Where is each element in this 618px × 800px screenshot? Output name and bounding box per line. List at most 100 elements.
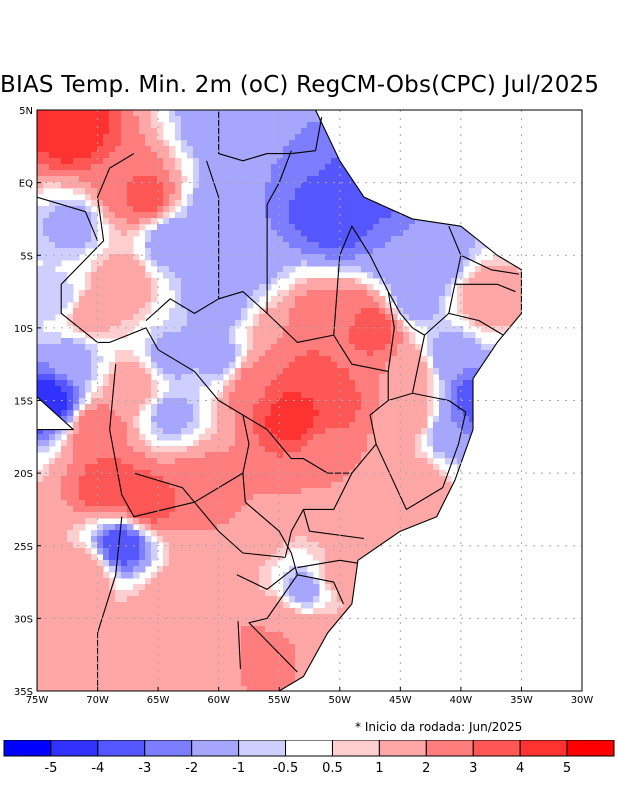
field-cell [85, 320, 92, 327]
field-cell [301, 254, 308, 261]
field-cell [79, 122, 86, 129]
field-cell [103, 398, 110, 405]
field-cell [271, 350, 278, 357]
field-cell [169, 368, 176, 375]
field-cell [307, 230, 314, 237]
field-cell [397, 302, 404, 309]
field-cell [427, 194, 434, 201]
field-cell [373, 224, 380, 231]
field-cell [355, 110, 362, 117]
field-cell [433, 440, 440, 447]
field-cell [367, 368, 374, 375]
field-cell [253, 470, 260, 477]
field-cell [355, 140, 362, 147]
field-cell [379, 206, 386, 213]
field-cell [271, 242, 278, 249]
field-cell [199, 308, 206, 315]
field-cell [421, 284, 428, 291]
field-cell [343, 350, 350, 357]
field-cell [145, 206, 152, 213]
field-cell [511, 290, 518, 297]
field-cell [325, 398, 332, 405]
field-cell [109, 476, 116, 483]
field-cell [523, 440, 530, 447]
field-cell [409, 356, 416, 363]
field-cell [241, 398, 248, 405]
field-cell [175, 182, 182, 189]
field-cell [49, 386, 56, 393]
field-cell [145, 110, 152, 117]
field-cell [289, 206, 296, 213]
field-cell [133, 428, 140, 435]
field-cell [361, 266, 368, 273]
field-cell [493, 452, 500, 459]
field-cell [517, 320, 522, 327]
field-cell [355, 482, 362, 489]
field-cell [223, 212, 230, 219]
field-cell [157, 476, 164, 483]
field-cell [487, 164, 494, 171]
field-cell [61, 134, 68, 141]
field-cell [211, 332, 218, 339]
field-cell [49, 428, 56, 435]
field-cell [373, 194, 380, 201]
field-cell [487, 152, 494, 159]
field-cell [517, 302, 522, 309]
field-cell [229, 416, 236, 423]
field-cell [67, 464, 74, 471]
field-cell [115, 284, 122, 291]
field-cell [529, 458, 536, 465]
field-cell [409, 290, 416, 297]
field-cell [139, 446, 146, 453]
field-cell [121, 308, 128, 315]
field-cell [319, 284, 326, 291]
field-cell [547, 428, 554, 435]
field-cell [319, 182, 326, 189]
field-cell [109, 176, 116, 183]
field-cell [481, 176, 488, 183]
field-cell [73, 488, 80, 495]
field-cell [121, 284, 128, 291]
field-cell [331, 230, 338, 237]
field-cell [367, 218, 374, 225]
field-cell [319, 308, 326, 315]
field-cell [409, 434, 416, 441]
field-cell [391, 122, 398, 129]
field-cell [529, 284, 536, 291]
field-cell [115, 224, 122, 231]
field-cell [427, 260, 434, 267]
field-cell [55, 428, 62, 435]
field-cell [187, 452, 194, 459]
field-cell [67, 170, 74, 177]
field-cell [559, 134, 566, 141]
field-cell [223, 458, 230, 465]
field-cell [235, 218, 242, 225]
field-cell [121, 110, 128, 117]
field-cell [43, 158, 50, 165]
field-cell [415, 200, 422, 207]
field-cell [259, 218, 266, 225]
field-cell [67, 236, 74, 243]
field-cell [109, 272, 116, 279]
field-cell [139, 458, 146, 465]
field-cell [163, 398, 170, 405]
field-cell [163, 230, 170, 237]
bias-field [37, 110, 584, 691]
field-cell [541, 308, 548, 315]
field-cell [499, 314, 506, 321]
field-cell [91, 422, 98, 429]
field-cell [505, 476, 512, 483]
field-cell [481, 164, 488, 171]
field-cell [181, 476, 188, 483]
field-cell [223, 140, 230, 147]
field-cell [205, 230, 212, 237]
field-cell [169, 356, 176, 363]
field-cell [133, 122, 140, 129]
field-cell [361, 386, 368, 393]
field-cell [511, 374, 518, 381]
field-cell [547, 164, 554, 171]
field-cell [85, 164, 92, 171]
field-cell [577, 440, 584, 447]
field-cell [439, 416, 446, 423]
field-cell [181, 290, 188, 297]
